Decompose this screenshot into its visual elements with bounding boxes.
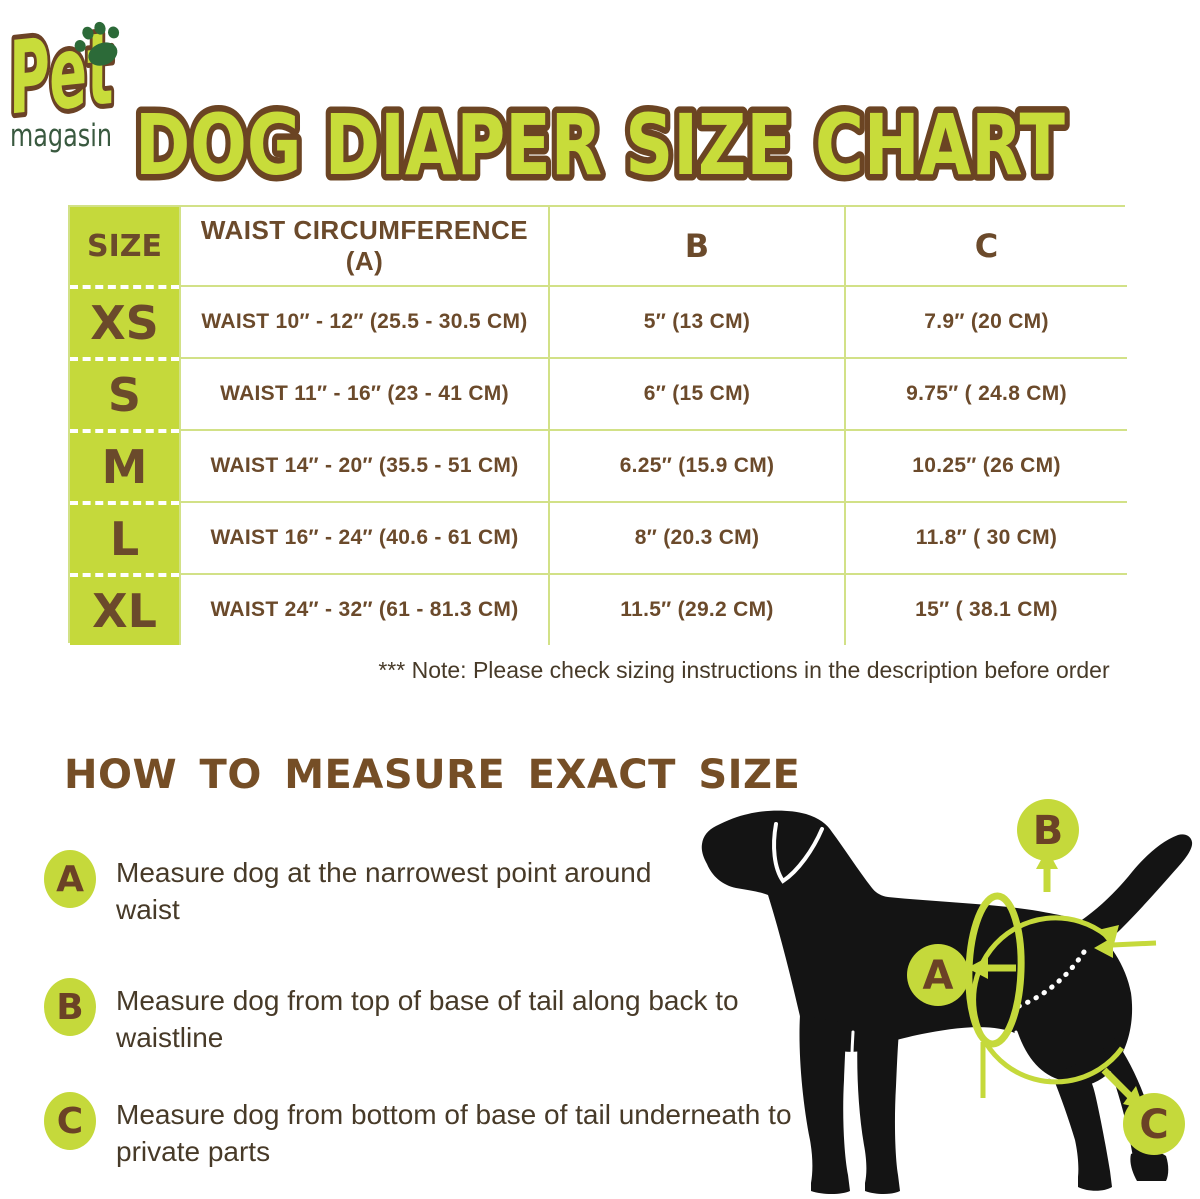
hip-measure-arc [971,915,1125,1085]
waist-cell-s: WAIST 11″ - 16″ (23 - 41 CM) [179,357,548,429]
marker-b-label: B [1033,808,1064,854]
c-cell-l: 11.8″ ( 30 CM) [844,501,1127,573]
marker-a-arrowhead [967,957,988,979]
size-cell-xl: XL [70,573,179,645]
b-cell-s: 6″ (15 CM) [548,357,844,429]
c-cell-m: 10.25″ (26 CM) [844,429,1127,501]
marker-c-badge: C [1123,1093,1185,1155]
hip-dotted-line [1011,949,1087,1011]
waist-cell-l: WAIST 16″ - 24″ (40.6 - 61 CM) [179,501,548,573]
header-size: SIZE [70,207,179,285]
marker-c-label: C [1139,1102,1168,1148]
marker-c-arrow-shaft [1101,1067,1133,1099]
step-c-badge: C [44,1092,96,1150]
size-cell-l: L [70,501,179,573]
header-b: B [548,207,844,285]
pet-magasin-logo: Pet magasin [6,5,126,154]
page-title: DOG DIAPER SIZE CHART [129,90,1072,193]
waist-measure-ellipse [965,892,1025,1048]
tail-base-line [1111,940,1157,948]
size-cell-s: S [70,357,179,429]
b-cell-xl: 11.5″ (29.2 CM) [548,573,844,645]
header-c: C [844,207,1127,285]
b-cell-m: 6.25″ (15.9 CM) [548,429,844,501]
step-b-text: Measure dog from top of base of tail alo… [116,985,739,1053]
marker-a-label: A [923,953,954,999]
measure-step-a: A Measure dog at the narrowest point aro… [44,850,696,928]
ear-detail-line [772,822,824,884]
step-a-text: Measure dog at the narrowest point aroun… [116,857,652,925]
dog-measurement-diagram: A B C [701,799,1193,1194]
step-c-text: Measure dog from bottom of base of tail … [116,1099,792,1167]
size-cell-m: M [70,429,179,501]
c-cell-xl: 15″ ( 38.1 CM) [844,573,1127,645]
size-cell-xs: XS [70,285,179,357]
how-to-measure-heading: HOW TO MEASURE EXACT SIZE [64,752,801,798]
marker-a-badge: A [907,944,969,1006]
header-waist-circumference: WAIST CIRCUMFERENCE (A) [179,207,548,285]
logo-subtitle-text: magasin [10,118,112,154]
arc-top-arrowhead [1098,925,1119,948]
marker-b-badge: B [1017,799,1079,861]
measure-step-c: C Measure dog from bottom of base of tai… [44,1092,836,1170]
c-cell-s: 9.75″ ( 24.8 CM) [844,357,1127,429]
front-leg-separator-line [849,1030,859,1190]
measure-step-b: B Measure dog from top of base of tail a… [44,978,776,1056]
c-cell-xs: 7.9″ (20 CM) [844,285,1127,357]
step-b-badge: B [44,978,96,1036]
measurement-annotations: A B C [907,799,1185,1155]
size-chart-table: SIZE WAIST CIRCUMFERENCE (A) B C XS WAIS… [68,205,1127,645]
b-cell-xs: 5″ (13 CM) [548,285,844,357]
b-cell-l: 8″ (20.3 CM) [548,501,844,573]
paw-icon [74,21,120,66]
waist-cell-xl: WAIST 24″ - 32″ (61 - 81.3 CM) [179,573,548,645]
sizing-note: *** Note: Please check sizing instructio… [378,657,1110,683]
page-title-text: DOG DIAPER SIZE CHART [135,96,1065,192]
tail-base-arrowhead [1094,937,1113,958]
waist-cell-xs: WAIST 10″ - 12″ (25.5 - 30.5 CM) [179,285,548,357]
waist-cell-m: WAIST 14″ - 20″ (35.5 - 51 CM) [179,429,548,501]
step-a-badge: A [44,850,96,908]
